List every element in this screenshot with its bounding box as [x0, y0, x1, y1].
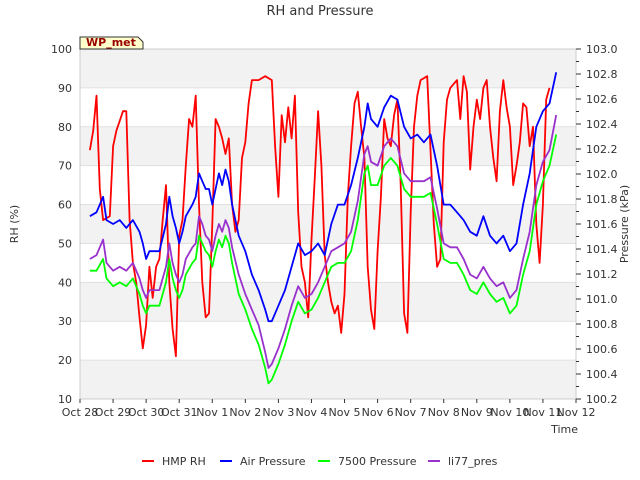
y-axis-right-label: Pressure (kPa): [618, 185, 631, 263]
left-y-axis: 10 20 30 40 50 60 70 80 90 100: [51, 43, 72, 406]
x-tick-label: Nov 4: [295, 406, 327, 419]
plot-band: [80, 49, 576, 88]
x-tick-label: Nov 3: [262, 406, 294, 419]
x-tick-label: Nov 5: [329, 406, 361, 419]
x-tick-label: Oct 28: [62, 406, 99, 419]
x-tick-label: Nov 9: [461, 406, 493, 419]
x-tick-label: Nov 8: [428, 406, 460, 419]
plot-band: [80, 126, 576, 166]
x-tick-label: Nov 1: [196, 406, 228, 419]
x-tick-label: Oct 30: [128, 406, 165, 419]
series-layer: [89, 72, 558, 385]
x-tick-label: Nov 10: [490, 406, 529, 419]
legend-label: 7500 Pressure: [338, 455, 417, 468]
y-right-tick-label: 100.2: [586, 393, 618, 406]
right-y-axis: 100.2 100.4 100.6 100.8 101.0 101.2 101.4 101.6…: [576, 43, 618, 406]
y-right-tick-label: 100.4: [586, 368, 618, 381]
y-left-tick-label: 20: [58, 354, 72, 367]
y-left-tick-label: 50: [58, 237, 72, 250]
station-badge: WP_met: [79, 36, 144, 50]
y-left-tick-label: 30: [58, 315, 72, 328]
station-badge-box: [79, 36, 144, 50]
y-right-tick-label: 102.4: [586, 118, 618, 131]
plot-band: [80, 282, 576, 322]
y-right-tick-label: 102.6: [586, 93, 618, 106]
y-right-tick-label: 100.6: [586, 343, 618, 356]
x-tick-label: Nov 2: [229, 406, 261, 419]
y-right-tick-label: 102.2: [586, 143, 618, 156]
x-tick-label: Nov 6: [362, 406, 394, 419]
y-right-tick-label: 101.0: [586, 293, 618, 306]
y-left-tick-label: 90: [58, 82, 72, 95]
y-left-tick-label: 60: [58, 199, 72, 212]
y-left-tick-label: 40: [58, 276, 72, 289]
y-left-tick-label: 70: [58, 160, 72, 173]
series-line: [89, 114, 558, 369]
x-axis-label: Time: [550, 423, 578, 436]
y-right-tick-label: 100.8: [586, 318, 618, 331]
x-tick-label: Oct 29: [95, 406, 132, 419]
y-left-tick-label: 80: [58, 121, 72, 134]
x-tick-label: Oct 31: [161, 406, 198, 419]
x-tick-label: Nov 11: [523, 406, 562, 419]
series-line: [89, 72, 558, 323]
series-line: [89, 134, 558, 385]
station-badge-label: WP_met: [86, 36, 136, 49]
y-right-tick-label: 102.8: [586, 68, 618, 81]
y-right-tick-label: 101.8: [586, 193, 618, 206]
y-right-tick-label: 101.2: [586, 268, 618, 281]
y-right-tick-label: 103.0: [586, 43, 618, 56]
y-right-tick-label: 101.6: [586, 218, 618, 231]
legend: HMP RH Air Pressure 7500 Pressure li77_pres: [142, 455, 498, 468]
y-right-tick-label: 102.0: [586, 168, 618, 181]
legend-label: HMP RH: [162, 455, 206, 468]
y-right-tick-label: 101.4: [586, 243, 618, 256]
legend-label: Air Pressure: [240, 455, 306, 468]
x-tick-label: Nov 7: [395, 406, 427, 419]
y-axis-left-label: RH (%): [8, 205, 21, 243]
plot-band: [80, 360, 576, 399]
y-left-tick-label: 10: [58, 393, 72, 406]
plot-bands: [80, 49, 576, 399]
x-tick-label: Nov 12: [557, 406, 596, 419]
y-left-tick-label: 100: [51, 43, 72, 56]
legend-label: li77_pres: [448, 455, 498, 468]
chart-title: RH and Pressure: [266, 4, 373, 19]
